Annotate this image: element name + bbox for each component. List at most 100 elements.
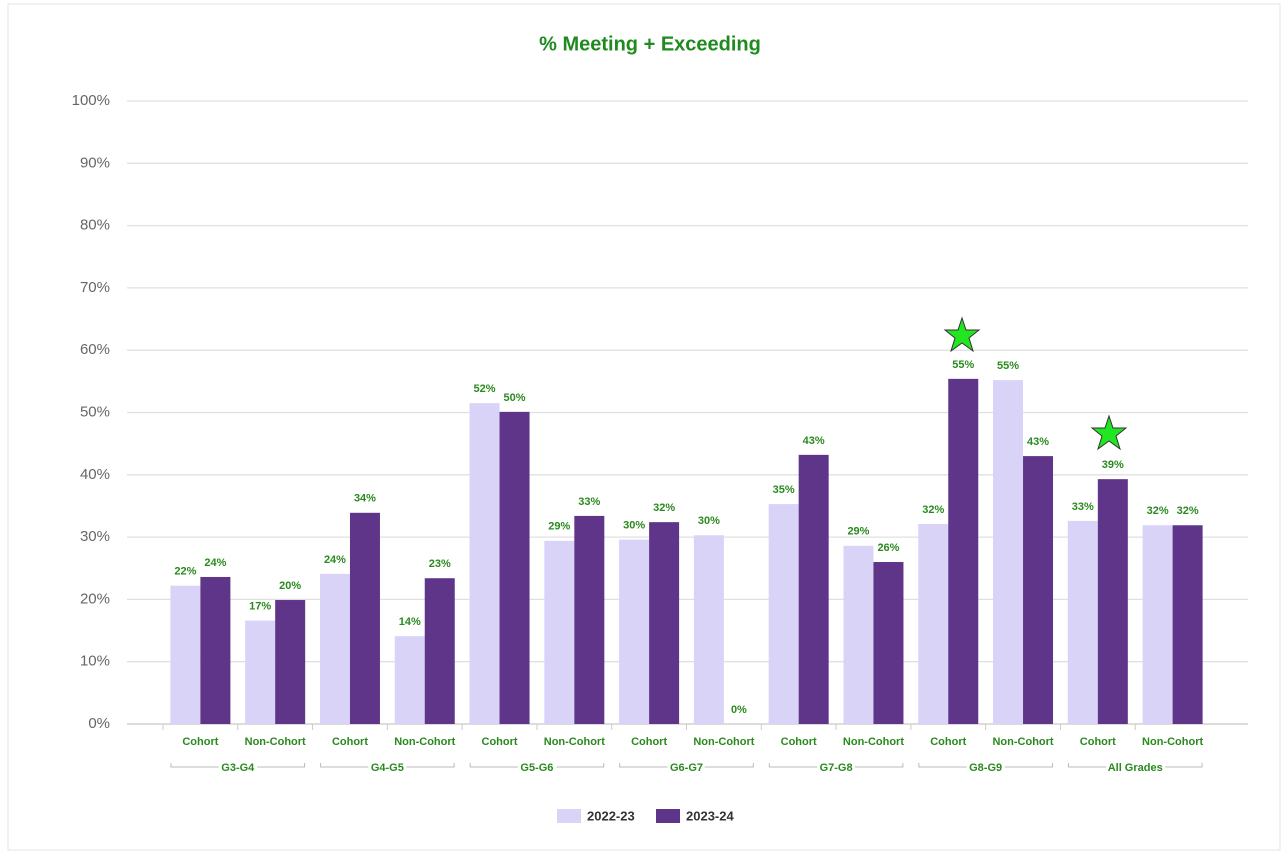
bar	[424, 578, 455, 724]
value-label: 52%	[474, 383, 496, 395]
value-label: 32%	[653, 502, 675, 514]
bar	[1142, 525, 1173, 724]
value-label: 24%	[204, 557, 226, 569]
y-tick-label: 50%	[80, 403, 110, 420]
chart-title: % Meeting + Exceeding	[539, 33, 761, 55]
value-label: 39%	[1102, 459, 1124, 471]
group-bracket	[768, 763, 904, 768]
x-tick-label: Non-Cohort	[992, 736, 1053, 748]
bar	[319, 573, 350, 724]
value-label: 29%	[847, 526, 869, 538]
value-label: 24%	[324, 554, 346, 566]
value-label: 26%	[877, 542, 899, 554]
star	[1090, 414, 1128, 451]
group-label: G6-G7	[670, 762, 703, 774]
legend-label: 2023-24	[686, 808, 734, 823]
group-label: G7-G8	[820, 762, 853, 774]
value-label: 55%	[997, 360, 1019, 372]
x-tick-label: Non-Cohort	[843, 736, 904, 748]
value-label: 29%	[548, 521, 570, 533]
value-label: 33%	[578, 496, 600, 508]
y-tick-label: 20%	[80, 590, 110, 607]
group-label: G5-G6	[520, 762, 553, 774]
value-label: 43%	[1027, 436, 1049, 448]
bar	[649, 522, 680, 724]
x-tick-label: Non-Cohort	[693, 736, 754, 748]
bar	[469, 403, 500, 724]
y-tick-label: 80%	[80, 217, 110, 234]
value-label: 55%	[952, 359, 974, 371]
bar	[170, 585, 201, 724]
y-tick-label: 40%	[80, 466, 110, 483]
value-label: 20%	[279, 580, 301, 592]
x-tick-label: Non-Cohort	[544, 736, 605, 748]
bar	[693, 535, 724, 724]
value-label: 33%	[1072, 501, 1094, 513]
group-bracket	[619, 763, 754, 768]
x-tick-label: Cohort	[631, 736, 667, 748]
x-tick-label: Cohort	[482, 736, 518, 748]
value-label: 23%	[429, 558, 451, 570]
value-label: 43%	[803, 435, 825, 447]
x-tick-label: Non-Cohort	[394, 736, 455, 748]
y-tick-label: 30%	[80, 528, 110, 545]
bar	[1067, 520, 1098, 724]
bar	[768, 504, 799, 724]
group-bracket	[320, 763, 455, 768]
group-label: G4-G5	[371, 762, 404, 774]
value-label: 17%	[249, 600, 271, 612]
x-tick-label: Cohort	[930, 736, 966, 748]
value-label: 30%	[623, 519, 645, 531]
value-label: 50%	[504, 392, 526, 404]
bar	[574, 515, 605, 724]
value-label: 35%	[773, 484, 795, 496]
group-bracket	[469, 763, 605, 768]
y-tick-label: 0%	[88, 715, 110, 732]
bar	[349, 512, 380, 724]
bar	[499, 411, 530, 724]
bar	[843, 545, 874, 724]
x-tick-label: Cohort	[332, 736, 368, 748]
value-label: 22%	[174, 566, 196, 578]
value-label: 14%	[399, 616, 421, 628]
value-label: 34%	[354, 493, 376, 505]
value-label: 32%	[1147, 505, 1169, 517]
group-label: G8-G9	[969, 762, 1002, 774]
bar	[200, 576, 231, 724]
bar	[918, 524, 949, 724]
x-tick-label: Cohort	[182, 736, 218, 748]
value-label: 0%	[731, 704, 747, 716]
x-tick-label: Non-Cohort	[1142, 736, 1203, 748]
x-tick-label: Cohort	[1080, 736, 1116, 748]
plot: 0% 10% 20% 30% 40% 50% 60% 70% 80% 90% 100% Cohort 2…	[72, 92, 1248, 823]
x-tick-label: Cohort	[781, 736, 817, 748]
legend-label: 2022-23	[587, 808, 635, 823]
bar	[619, 539, 650, 724]
legend-swatch	[656, 809, 680, 823]
group-label: G3-G4	[221, 762, 255, 774]
y-tick-label: 10%	[80, 653, 110, 670]
bar	[873, 562, 904, 724]
value-label: 32%	[922, 504, 944, 516]
y-tick-label: 90%	[80, 154, 110, 171]
bar	[1023, 456, 1054, 724]
bar	[275, 600, 306, 724]
value-label: 32%	[1177, 505, 1199, 517]
value-label: 30%	[698, 515, 720, 527]
y-tick-label: 100%	[72, 92, 110, 109]
bar	[993, 380, 1024, 724]
y-tick-label: 70%	[80, 279, 110, 296]
group-bracket	[918, 763, 1053, 768]
bar	[1172, 525, 1203, 724]
bar	[798, 454, 829, 724]
legend-swatch	[557, 809, 581, 823]
x-tick-label: Non-Cohort	[245, 736, 306, 748]
bar	[245, 620, 276, 724]
group-bracket	[170, 763, 306, 768]
star	[943, 316, 981, 353]
y-tick-label: 60%	[80, 341, 110, 358]
bar	[1097, 479, 1128, 724]
bar	[948, 378, 979, 724]
bar	[544, 540, 575, 724]
